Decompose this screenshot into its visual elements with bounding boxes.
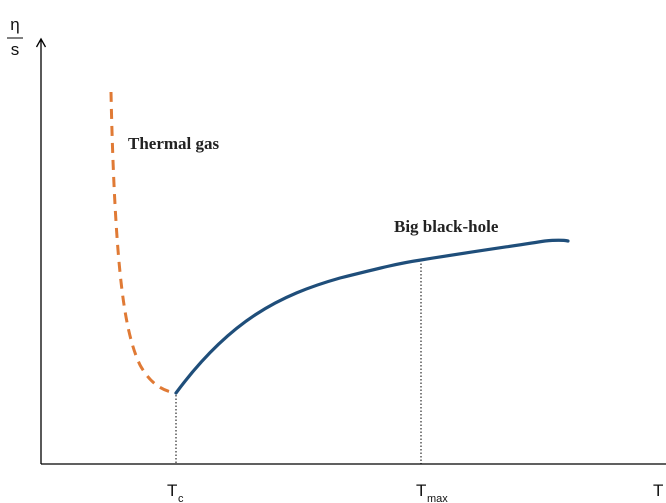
y-axis-label: η s: [7, 15, 23, 59]
black-hole-curve: [174, 238, 570, 395]
tick-label-tmax: T max: [416, 481, 448, 503]
axes: [35, 37, 666, 465]
y-axis-label-numerator: η: [10, 15, 19, 34]
tick-label-tc-sub: c: [178, 493, 184, 503]
x-axis-label: T: [653, 481, 663, 500]
thermal-gas-label: Thermal gas: [128, 134, 220, 153]
y-axis-label-denominator: s: [11, 40, 20, 59]
tick-label-tc-main: T: [167, 481, 177, 500]
y-axis-arrowhead: [35, 37, 47, 48]
big-black-hole-label: Big black-hole: [394, 217, 499, 236]
tick-label-tc: T c: [167, 481, 184, 503]
tick-label-tmax-sub: max: [427, 493, 448, 503]
tick-label-tmax-main: T: [416, 481, 426, 500]
thermal-gas-curve: [109, 91, 177, 395]
